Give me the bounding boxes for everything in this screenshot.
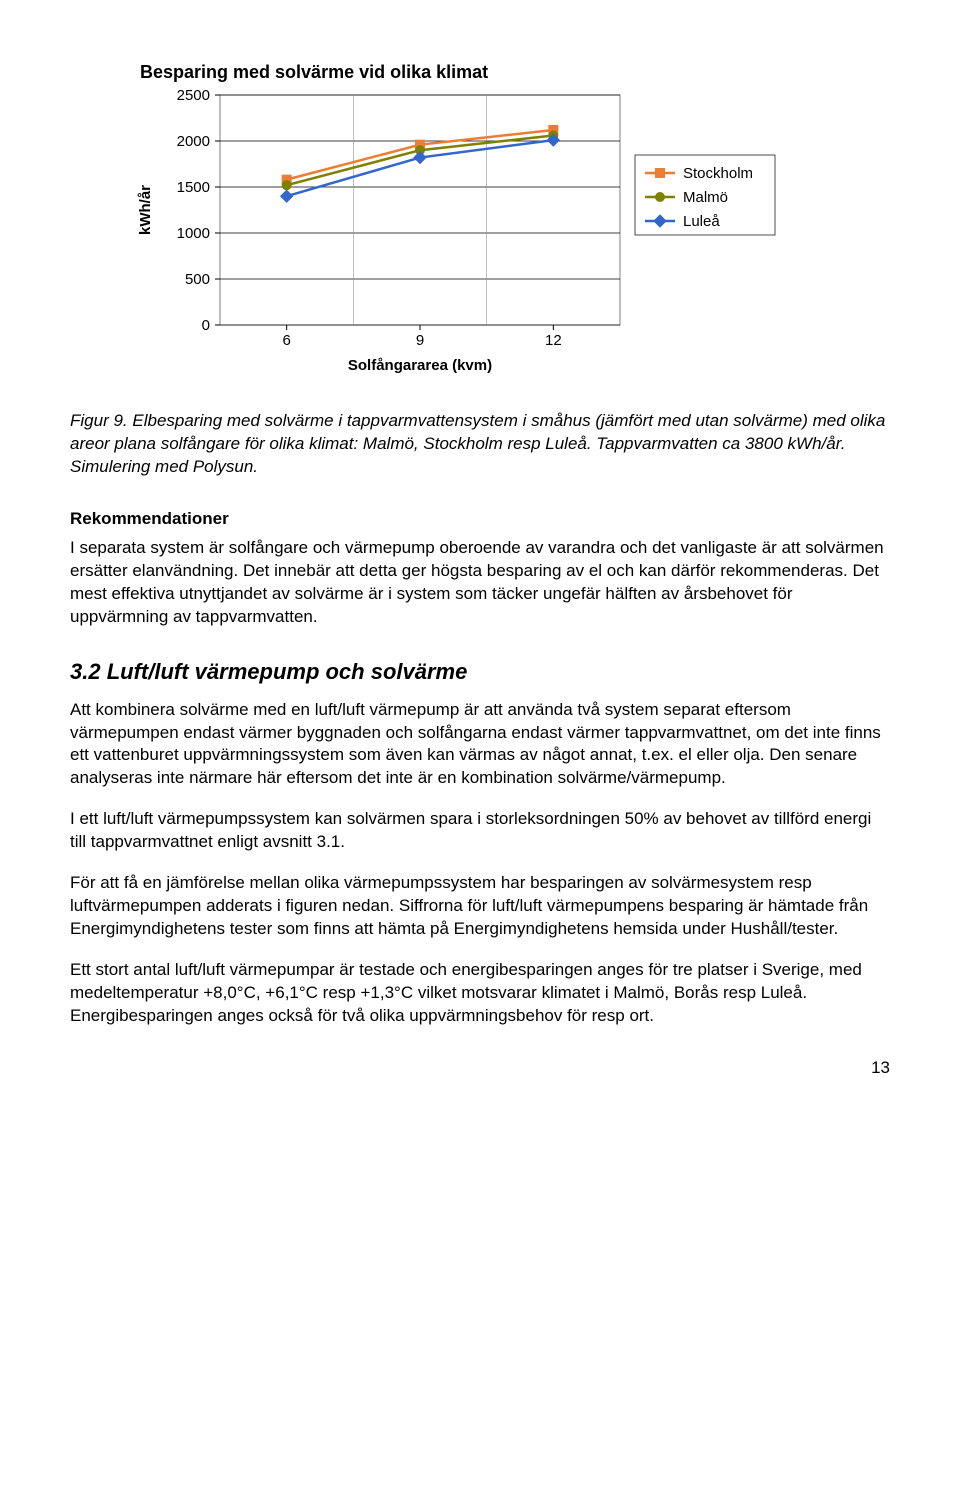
svg-text:Besparing med solvärme vid oli: Besparing med solvärme vid olika klimat [140,62,488,82]
body-paragraph-1: Att kombinera solvärme med en luft/luft … [70,699,890,791]
page-number: 13 [70,1058,890,1078]
body-paragraph-2: I ett luft/luft värmepumpssystem kan sol… [70,808,890,854]
svg-text:Luleå: Luleå [683,213,720,230]
figure-label: Figur 9. [70,411,128,430]
svg-text:Malmö: Malmö [683,189,728,206]
figure-text: Elbesparing med solvärme i tappvarmvatte… [70,411,885,476]
line-chart: Besparing med solvärme vid olika klimat 0… [80,60,800,380]
figure-caption: Figur 9. Elbesparing med solvärme i tapp… [70,410,890,479]
section-number: 3.2 [70,659,101,684]
svg-text:2000: 2000 [177,133,210,150]
section-heading: 3.2 Luft/luft värmepump och solvärme [70,659,890,685]
svg-text:Stockholm: Stockholm [683,165,753,182]
svg-text:0: 0 [202,317,210,334]
section-title: Luft/luft värmepump och solvärme [107,659,468,684]
svg-text:1500: 1500 [177,179,210,196]
svg-text:12: 12 [545,332,562,349]
svg-text:kWh/år: kWh/år [137,185,154,235]
svg-text:1000: 1000 [177,225,210,242]
body-paragraph-4: Ett stort antal luft/luft värmepumpar är… [70,959,890,1028]
svg-text:2500: 2500 [177,87,210,104]
svg-text:6: 6 [282,332,290,349]
recommendations-heading: Rekommendationer [70,509,890,529]
recommendations-text: I separata system är solfångare och värm… [70,537,890,629]
body-paragraph-3: För att få en jämförelse mellan olika vä… [70,872,890,941]
svg-text:500: 500 [185,271,210,288]
chart-container: Besparing med solvärme vid olika klimat 0… [80,60,890,380]
svg-text:9: 9 [416,332,424,349]
svg-text:Solfångararea (kvm): Solfångararea (kvm) [348,357,492,374]
